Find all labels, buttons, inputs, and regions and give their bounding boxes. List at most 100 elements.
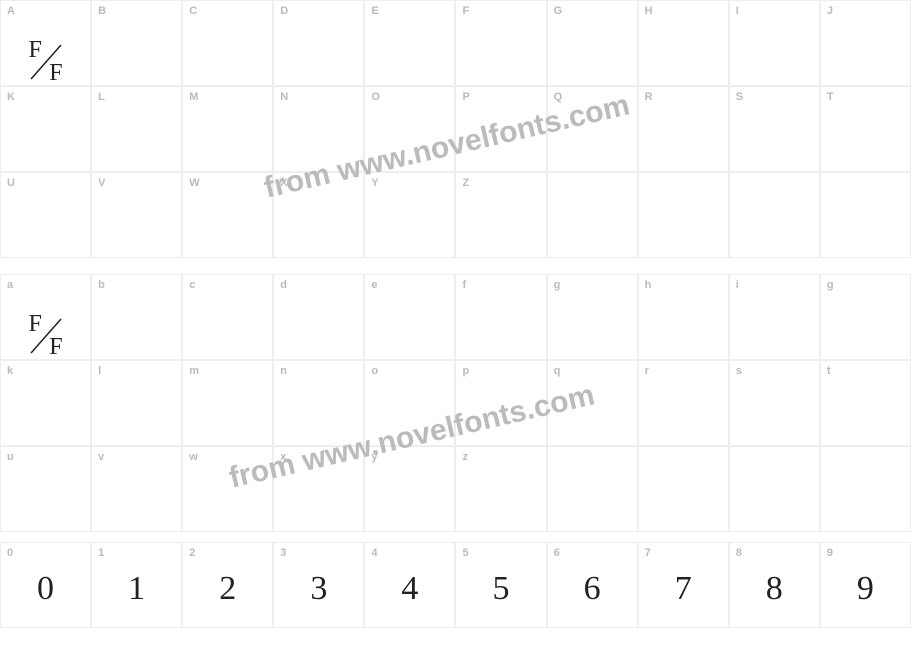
char-cell: V: [91, 172, 182, 258]
char-cell: D: [273, 0, 364, 86]
cell-label: a: [7, 279, 13, 291]
glyph: 4: [401, 570, 418, 608]
cell-label: g: [827, 279, 834, 291]
char-cell: [547, 172, 638, 258]
cell-label: P: [462, 91, 469, 103]
char-cell: m: [182, 360, 273, 446]
cell-label: g: [554, 279, 561, 291]
cell-label: e: [371, 279, 377, 291]
section-gap: [0, 532, 911, 542]
cell-label: G: [554, 5, 563, 17]
char-cell: T: [820, 86, 911, 172]
ff-glyph: FF: [21, 39, 71, 85]
cell-label: 5: [462, 547, 468, 559]
glyph: 3: [310, 570, 327, 608]
char-cell: c: [182, 274, 273, 360]
cell-label: i: [736, 279, 739, 291]
char-cell: N: [273, 86, 364, 172]
glyph: 1: [128, 570, 145, 608]
char-cell: h: [638, 274, 729, 360]
char-cell: z: [455, 446, 546, 532]
cell-label: Y: [371, 177, 378, 189]
cell-label: 3: [280, 547, 286, 559]
char-row: a FF b c de f g hi g: [0, 274, 911, 360]
cell-label: X: [280, 177, 287, 189]
cell-label: 8: [736, 547, 742, 559]
ff-glyph: FF: [21, 313, 71, 359]
cell-label: r: [645, 365, 649, 377]
cell-label: O: [371, 91, 380, 103]
cell-label: W: [189, 177, 199, 189]
cell-label: Q: [554, 91, 563, 103]
cell-label: B: [98, 5, 106, 17]
cell-label: s: [736, 365, 742, 377]
cell-label: v: [98, 451, 104, 463]
cell-label: C: [189, 5, 197, 17]
char-cell: Y: [364, 172, 455, 258]
char-cell: G: [547, 0, 638, 86]
cell-label: 7: [645, 547, 651, 559]
char-cell: M: [182, 86, 273, 172]
cell-label: A: [7, 5, 15, 17]
char-cell: [547, 446, 638, 532]
char-cell: d: [273, 274, 364, 360]
char-cell: [638, 446, 729, 532]
char-cell: 66: [547, 542, 638, 628]
char-cell: H: [638, 0, 729, 86]
cell-label: n: [280, 365, 287, 377]
char-cell: C: [182, 0, 273, 86]
cell-label: c: [189, 279, 195, 291]
char-row: klm n o pqr s t: [0, 360, 911, 446]
char-cell: l: [91, 360, 182, 446]
char-cell: v: [91, 446, 182, 532]
char-cell: [638, 172, 729, 258]
char-cell: p: [455, 360, 546, 446]
char-cell: 11: [91, 542, 182, 628]
char-row: AFFBCDEFGHIJ: [0, 0, 911, 86]
char-cell: W: [182, 172, 273, 258]
char-cell: 77: [638, 542, 729, 628]
char-cell: 33: [273, 542, 364, 628]
glyph: 6: [584, 570, 601, 608]
char-cell: 44: [364, 542, 455, 628]
cell-label: 0: [7, 547, 13, 559]
char-row: 00112233445566778899: [0, 542, 911, 628]
glyph: 2: [219, 570, 236, 608]
char-cell: s: [729, 360, 820, 446]
cell-label: m: [189, 365, 199, 377]
char-cell: [729, 446, 820, 532]
cell-label: V: [98, 177, 105, 189]
char-cell: O: [364, 86, 455, 172]
cell-label: H: [645, 5, 653, 17]
cell-label: f: [462, 279, 466, 291]
char-cell: q: [547, 360, 638, 446]
char-cell: w: [182, 446, 273, 532]
char-cell: [820, 446, 911, 532]
cell-label: 6: [554, 547, 560, 559]
char-cell: E: [364, 0, 455, 86]
glyph: 8: [766, 570, 783, 608]
char-cell: k: [0, 360, 91, 446]
glyph: 7: [675, 570, 692, 608]
char-cell: 99: [820, 542, 911, 628]
char-cell: B: [91, 0, 182, 86]
char-cell: x: [273, 446, 364, 532]
char-cell: K: [0, 86, 91, 172]
char-cell: X: [273, 172, 364, 258]
char-cell: g: [547, 274, 638, 360]
char-cell: P: [455, 86, 546, 172]
section-gap: [0, 258, 911, 274]
cell-label: u: [7, 451, 14, 463]
char-cell: o: [364, 360, 455, 446]
char-cell: a FF: [0, 274, 91, 360]
char-row: uvwxyz: [0, 446, 911, 532]
char-cell: t: [820, 360, 911, 446]
cell-label: b: [98, 279, 105, 291]
char-cell: F: [455, 0, 546, 86]
cell-label: o: [371, 365, 378, 377]
char-cell: Q: [547, 86, 638, 172]
char-cell: J: [820, 0, 911, 86]
cell-label: E: [371, 5, 378, 17]
char-cell: Z: [455, 172, 546, 258]
char-cell: [820, 172, 911, 258]
